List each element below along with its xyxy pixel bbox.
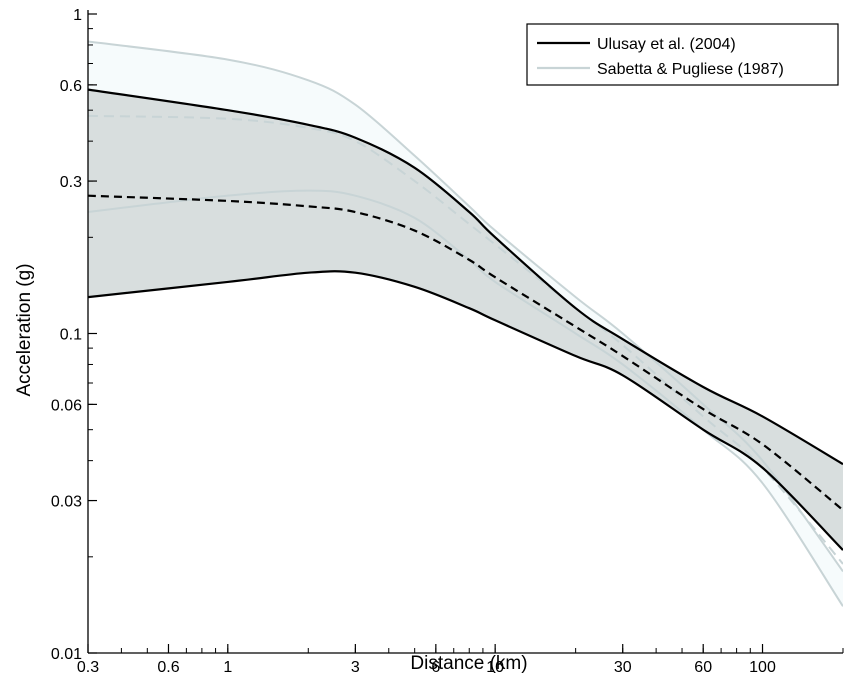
x-axis-label: Distance (km) (410, 653, 527, 674)
y-tick-label: 0.03 (51, 494, 82, 511)
legend-label-ulusay: Ulusay et al. (2004) (597, 36, 736, 53)
y-tick-label: 0.06 (51, 397, 82, 414)
axes: 0.3 0.6 1 3 6 10 30 60 100 0.01 0.03 0.06 0.1 0.3 0.6 1 (51, 7, 844, 676)
x-tick-label: 0.6 (157, 659, 179, 676)
y-tick-label: 0.1 (60, 327, 82, 344)
x-tick-label: 60 (694, 659, 712, 676)
series-0-median-line (88, 194, 843, 511)
series-1-median-line (88, 114, 843, 565)
legend-box (526, 23, 839, 86)
y-tick-label: 0.6 (60, 78, 82, 95)
legend-label-sabetta: Sabetta & Pugliese (1987) (597, 61, 784, 78)
x-tick-label: 30 (614, 659, 632, 676)
band-fill-series-0 (88, 89, 843, 551)
x-tick-label: 0.3 (77, 659, 99, 676)
series-0-upper-line (88, 88, 843, 466)
x-tick-label: 3 (351, 659, 360, 676)
series-0-lower-line (88, 270, 843, 551)
y-tick-label: 1 (73, 7, 82, 24)
y-tick-label: 0.3 (60, 174, 82, 191)
legend: Ulusay et al. (2004) Sabetta & Pugliese … (526, 23, 839, 86)
y-axis-label: Acceleration (g) (14, 263, 35, 396)
x-tick-label: 6 (431, 659, 440, 676)
y-tick-label: 0.01 (51, 646, 82, 663)
x-tick-label: 10 (486, 659, 504, 676)
x-tick-label: 1 (223, 659, 232, 676)
x-tick-label: 100 (749, 659, 776, 676)
series-lines (88, 40, 843, 607)
uncertainty-bands (88, 41, 843, 607)
series-1-lower-line (88, 189, 843, 607)
